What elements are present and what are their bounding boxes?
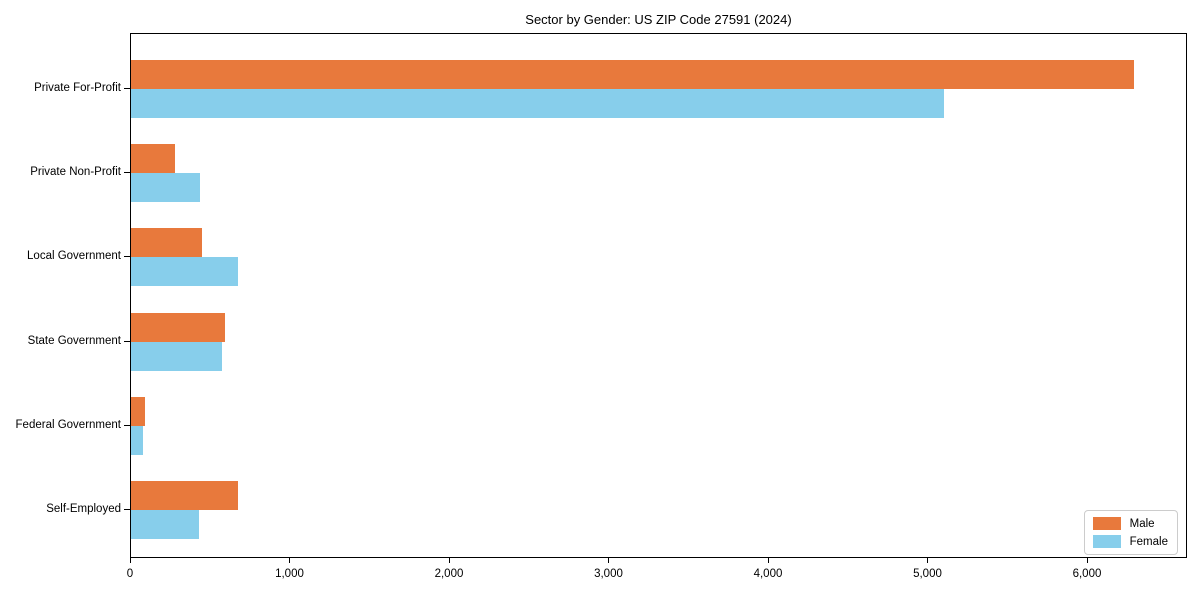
male-swatch-icon xyxy=(1092,517,1121,530)
y-tick-mark-3 xyxy=(124,340,130,342)
x-tick-label-2: 2,000 xyxy=(434,568,464,580)
y-category-label-0: Private For-Profit xyxy=(34,82,121,94)
y-category-label-5: Self-Employed xyxy=(46,503,121,515)
bar-male-1 xyxy=(131,144,175,174)
legend: Male Female xyxy=(1083,510,1178,555)
y-tick-mark-0 xyxy=(124,88,130,89)
bar-female-4 xyxy=(131,425,143,455)
x-tick-mark-0 xyxy=(130,558,131,563)
y-category-label-1: Private Non-Profit xyxy=(30,166,121,179)
x-tick-label-1: 1,000 xyxy=(275,568,304,580)
x-tick-label-3: 3,000 xyxy=(594,568,623,580)
y-category-label-4: Federal Government xyxy=(15,418,121,431)
x-tick-label-0: 0 xyxy=(126,568,134,580)
y-category-label-3: State Government xyxy=(27,334,121,347)
x-tick-mark-3 xyxy=(608,558,610,563)
bar-female-0 xyxy=(131,89,945,118)
bar-female-5 xyxy=(131,510,200,539)
bar-female-2 xyxy=(131,257,238,287)
y-tick-mark-1 xyxy=(124,172,130,174)
x-tick-mark-1 xyxy=(289,558,291,563)
y-tick-mark-5 xyxy=(124,509,130,510)
legend-item-female: Female xyxy=(1092,535,1168,548)
plot-area: Male Female xyxy=(130,33,1187,558)
y-category-label-2: Local Government xyxy=(27,250,121,263)
y-tick-mark-2 xyxy=(124,256,130,258)
x-tick-mark-4 xyxy=(767,558,769,563)
chart-title: Sector by Gender: US ZIP Code 27591 (202… xyxy=(525,12,792,27)
bar-male-4 xyxy=(131,396,146,426)
bar-male-3 xyxy=(131,312,225,342)
x-tick-mark-2 xyxy=(448,558,450,563)
x-tick-mark-6 xyxy=(1086,558,1088,563)
legend-label-male: Male xyxy=(1129,517,1155,530)
bar-female-3 xyxy=(131,341,222,371)
x-tick-label-6: 6,000 xyxy=(1072,568,1102,580)
x-tick-mark-5 xyxy=(927,558,929,563)
bar-male-5 xyxy=(131,481,238,510)
female-swatch-icon xyxy=(1092,535,1121,548)
x-tick-label-5: 5,000 xyxy=(913,568,942,580)
bar-male-0 xyxy=(131,60,1134,89)
legend-label-female: Female xyxy=(1129,535,1168,548)
y-tick-mark-4 xyxy=(124,424,130,426)
legend-item-male: Male xyxy=(1092,517,1168,530)
x-tick-label-4: 4,000 xyxy=(753,568,783,580)
bar-female-1 xyxy=(131,173,201,203)
bar-male-2 xyxy=(131,228,202,258)
